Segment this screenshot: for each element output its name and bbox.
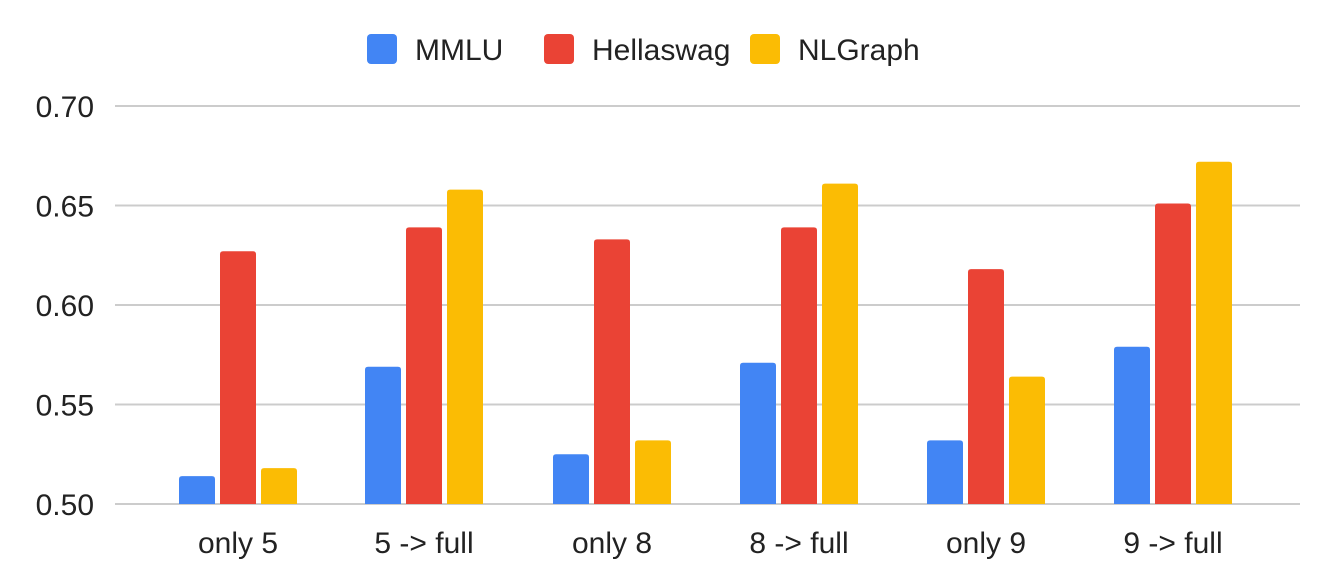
x-tick-label: 9 -> full [1123,527,1222,560]
bar-nlgraph-4 [1009,376,1045,504]
x-axis: only 5 5 -> full only 8 8 -> full only 9 9 ->… [198,527,1223,560]
bar-mmlu-2 [553,454,589,504]
bar-mmlu-0 [179,476,215,504]
legend-label-mmlu: MMLU [415,34,503,67]
legend-swatch-hellaswag [544,34,574,64]
y-tick-label: 0.55 [36,390,94,423]
x-tick-label: only 5 [198,527,278,560]
bar-mmlu-5 [1114,346,1150,504]
bar-nlgraph-1 [447,189,483,504]
bar-hellaswag-4 [968,269,1004,504]
gridlines [115,105,1300,505]
x-tick-label: 5 -> full [374,527,473,560]
y-axis: 0.50 0.55 0.60 0.65 0.70 [36,91,94,522]
bar-hellaswag-2 [594,239,630,504]
bar-mmlu-3 [740,362,776,504]
bars [179,161,1232,505]
x-tick-label: only 8 [572,527,652,560]
bar-hellaswag-5 [1155,203,1191,504]
legend-swatch-mmlu [367,34,397,64]
x-tick-label: only 9 [946,527,1026,560]
y-tick-label: 0.65 [36,191,94,224]
legend: MMLU Hellaswag NLGraph [367,34,920,67]
bar-hellaswag-1 [406,227,442,504]
x-tick-label: 8 -> full [749,527,848,560]
legend-swatch-nlgraph [750,34,780,64]
bar-nlgraph-3 [822,183,858,505]
bar-mmlu-4 [927,440,963,504]
bar-hellaswag-3 [781,227,817,504]
bar-mmlu-1 [365,366,401,504]
bar-nlgraph-0 [261,468,297,504]
legend-label-nlgraph: NLGraph [798,34,920,67]
bar-hellaswag-0 [220,251,256,504]
y-tick-label: 0.60 [36,290,94,323]
y-tick-label: 0.70 [36,91,94,124]
bar-nlgraph-2 [635,440,671,504]
bar-nlgraph-5 [1196,161,1232,504]
legend-label-hellaswag: Hellaswag [592,34,730,67]
y-tick-label: 0.50 [36,489,94,522]
